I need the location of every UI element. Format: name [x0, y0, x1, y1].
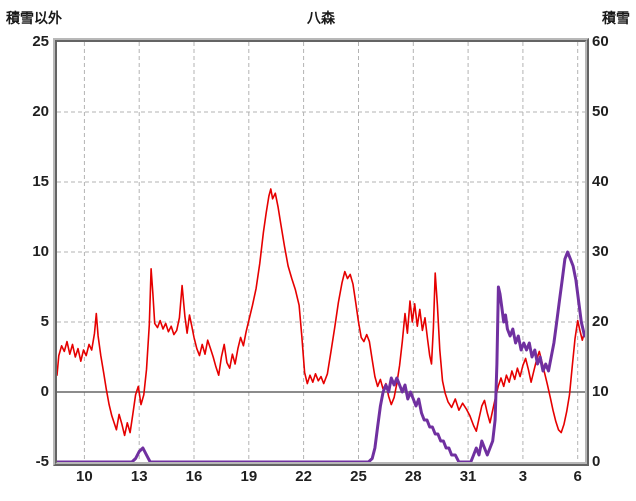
y-axis-left-tick: 5 [40, 313, 49, 330]
x-axis-tick: 22 [295, 468, 312, 485]
x-axis-tick: 25 [350, 468, 367, 485]
x-axis-tick: 16 [185, 468, 203, 485]
y-axis-left-tick: 25 [32, 33, 49, 50]
left-axis-title: 積雪以外 [6, 10, 62, 26]
y-axis-left-tick: 0 [40, 383, 49, 400]
y-axis-left-tick: 10 [32, 243, 49, 260]
y-axis-right-tick: 50 [592, 103, 609, 120]
x-axis-tick: 10 [76, 468, 93, 485]
y-axis-left-tick: 15 [32, 173, 49, 190]
x-axis-tick: 28 [404, 468, 422, 485]
y-axis-right-tick: 30 [592, 243, 609, 260]
chart-title: 八森 [307, 10, 335, 26]
y-axis-right-tick: 20 [592, 313, 609, 330]
x-axis-tick: 6 [573, 468, 582, 485]
plot-svg [57, 42, 585, 462]
temperature-line [57, 188, 585, 437]
right-axis-title: 積雪 [602, 10, 630, 26]
snow-depth-line [57, 250, 585, 462]
y-axis-right-tick: 60 [592, 33, 609, 50]
x-axis-tick: 19 [240, 468, 258, 485]
x-axis-tick: 13 [130, 468, 148, 485]
y-axis-right-tick: 40 [592, 173, 609, 190]
x-axis-tick: 31 [459, 468, 477, 485]
y-axis-left-tick: 20 [32, 103, 49, 120]
plot-frame [53, 38, 589, 466]
y-axis-right-tick: 0 [592, 453, 601, 470]
y-axis-right-tick: 10 [592, 383, 609, 400]
x-axis-tick: 3 [518, 468, 528, 485]
y-axis-left-tick: -5 [35, 453, 49, 470]
